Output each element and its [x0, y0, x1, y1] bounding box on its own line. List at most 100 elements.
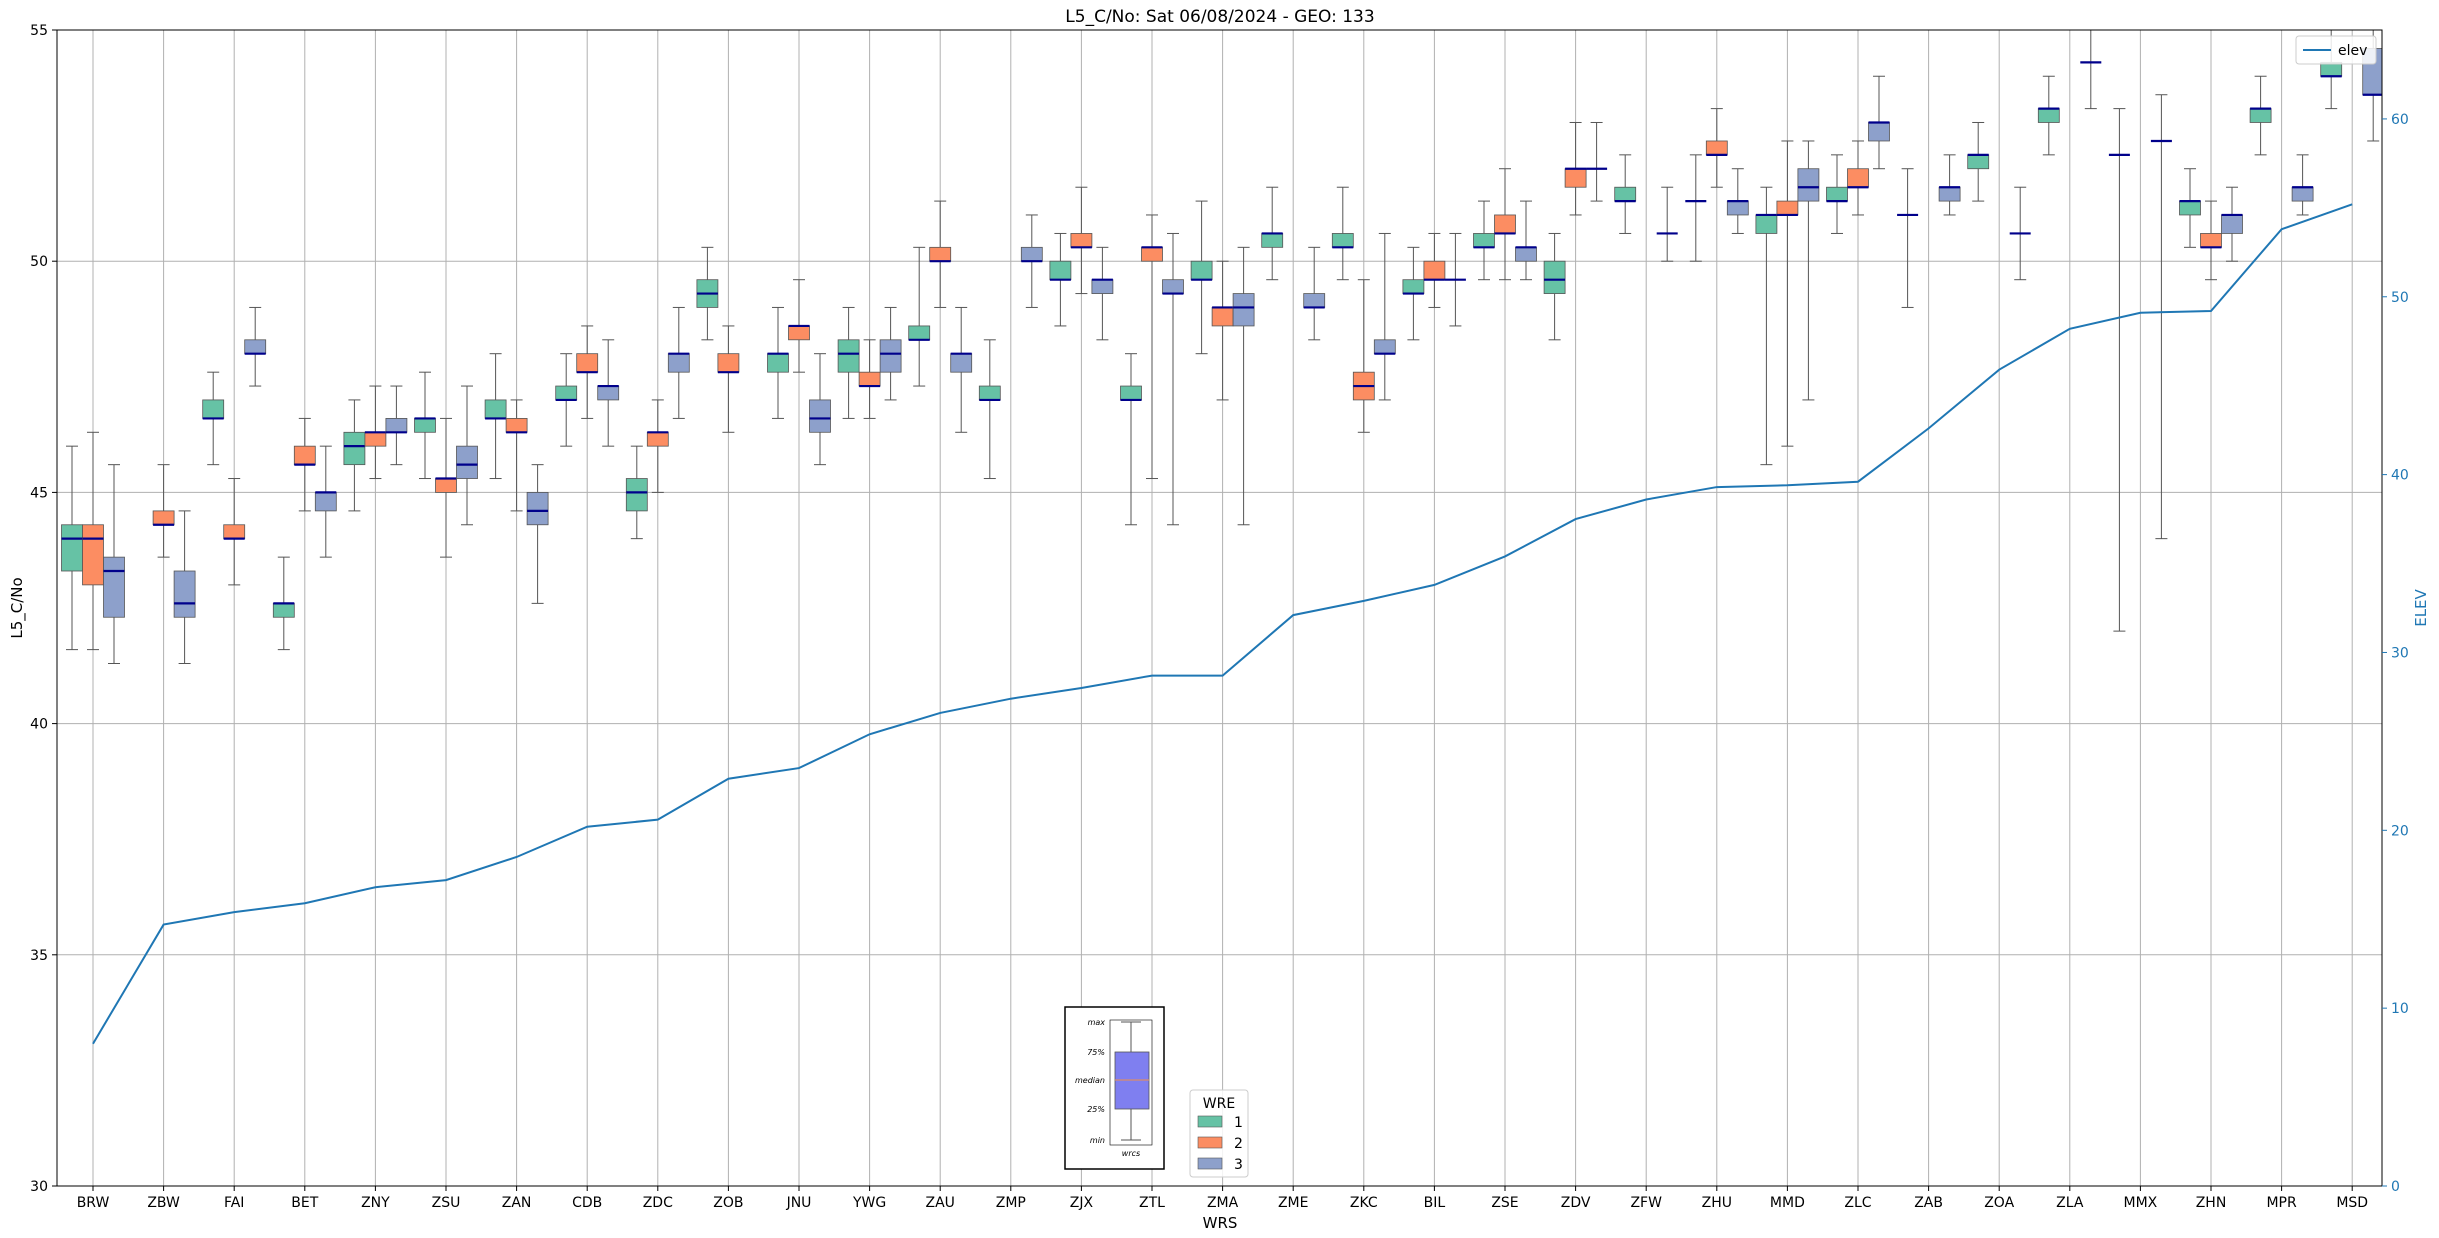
box-wre-3	[1656, 186, 1678, 262]
box-wre-2	[435, 417, 457, 558]
box-iqr	[879, 339, 902, 373]
box-iqr	[667, 353, 690, 373]
box-wre-2	[788, 279, 810, 373]
box-wre-1	[2108, 108, 2130, 632]
box-iqr	[1938, 186, 1961, 202]
box-wre-2	[505, 399, 528, 512]
x-tick-label: ZSE	[1491, 1195, 1518, 1211]
box-wre-2	[858, 339, 881, 419]
box-iqr	[908, 325, 931, 341]
box-wre-1	[978, 339, 1001, 480]
box-wre-3	[1091, 246, 1114, 341]
box-iqr	[1232, 293, 1255, 327]
box-wre-2	[1141, 214, 1163, 480]
box-wre-1	[1755, 186, 1778, 466]
box-wre-3	[1162, 232, 1184, 526]
box-wre-1	[908, 246, 931, 387]
box-iqr	[1515, 246, 1537, 262]
box-wre-2	[1847, 140, 1869, 216]
inset-label-max: max	[1088, 1018, 1106, 1027]
box-iqr	[788, 325, 810, 341]
box-wre-2	[1564, 121, 1587, 216]
x-tick-label: ZFW	[1630, 1195, 1662, 1211]
box-iqr	[1826, 186, 1848, 202]
box-iqr	[364, 431, 387, 447]
x-tick-labels: BRW ZBW FAI BET ZNY ZSU ZAN CDB ZDC ZOB JNU YWG ZAU Z…	[77, 1186, 2368, 1211]
box-wre-1	[414, 371, 436, 480]
wre-legend-swatch	[1197, 1157, 1223, 1170]
box-iqr	[152, 510, 175, 526]
x-tick-label: FAI	[224, 1195, 244, 1211]
box-wre-2	[646, 399, 669, 493]
chart-title: L5_C/No: Sat 06/08/2024 - GEO: 133	[1065, 7, 1374, 27]
x-tick-label: MPR	[2266, 1195, 2297, 1211]
box-iqr	[1091, 279, 1114, 294]
x-tick-label: MSD	[2336, 1195, 2368, 1211]
box-iqr	[576, 353, 599, 373]
box-iqr	[1120, 385, 1142, 401]
box-wre-3	[173, 510, 196, 664]
x-tick-label: ZNY	[361, 1195, 390, 1211]
x-tick-label: ZAB	[1914, 1195, 1943, 1211]
box-iqr	[929, 246, 952, 262]
x-tick-label: ZME	[1278, 1195, 1309, 1211]
box-wre-2	[293, 417, 316, 512]
box-iqr	[625, 478, 648, 512]
x-tick-label: ZLA	[2056, 1195, 2084, 1211]
box-wre-3	[1938, 154, 1961, 216]
box-wre-1	[837, 306, 860, 419]
box-iqr	[717, 353, 740, 373]
box-iqr	[1020, 246, 1043, 262]
box-iqr	[978, 385, 1001, 401]
y-right-tick-label: 0	[2391, 1179, 2400, 1195]
box-wre-3	[667, 306, 690, 419]
box-iqr	[1141, 246, 1163, 262]
x-tick-label: ZOB	[713, 1195, 743, 1211]
x-tick-label: MMD	[1770, 1195, 1805, 1211]
box-iqr	[103, 556, 125, 618]
box-wre-2	[1211, 260, 1234, 401]
box-wre-1	[2037, 75, 2060, 156]
box-iqr	[293, 445, 316, 466]
x-tick-label: ZKC	[1350, 1195, 1378, 1211]
box-iqr	[1402, 279, 1425, 294]
x-tick-label: JNU	[786, 1195, 812, 1211]
box-iqr	[1776, 200, 1799, 216]
box-wre-3	[456, 385, 478, 526]
box-iqr	[1726, 200, 1749, 216]
box-wre-1	[484, 353, 507, 480]
box-iqr	[1373, 339, 1396, 355]
box-wre-3	[314, 445, 337, 558]
box-iqr	[223, 524, 246, 540]
inset-label-q1: 25%	[1087, 1105, 1105, 1114]
box-iqr	[1162, 279, 1184, 294]
box-iqr	[809, 399, 831, 433]
box-iqr	[1190, 260, 1213, 281]
x-tick-label: ZDV	[1561, 1195, 1591, 1211]
box-wre-3	[809, 353, 831, 466]
box-iqr	[1303, 293, 1326, 308]
box-wre-1	[61, 445, 83, 651]
box-iqr	[82, 524, 104, 586]
box-iqr	[173, 570, 196, 618]
box-wre-1	[202, 371, 225, 466]
y-right-tick-labels: 0 10 20 30 40 50 60	[2382, 112, 2409, 1195]
box-wre-1	[1190, 200, 1213, 355]
elev-legend-label: elev	[2338, 43, 2367, 59]
box-iqr	[1847, 168, 1869, 188]
box-wre-2	[82, 431, 104, 651]
box-iqr	[414, 418, 436, 433]
x-tick-label: ZBW	[147, 1195, 180, 1211]
box-iqr	[1473, 233, 1495, 248]
box-iqr	[314, 491, 337, 512]
box-wre-1	[2179, 168, 2201, 248]
box-wre-2	[929, 200, 952, 308]
plot-frame	[56, 29, 2383, 1187]
box-iqr	[202, 399, 225, 419]
box-wre-3	[1868, 75, 1890, 170]
inset-label-q3: 75%	[1087, 1048, 1105, 1057]
box-wre-1	[555, 353, 578, 447]
elev-legend: elev	[2295, 35, 2377, 65]
box-anatomy-inset: max 75% median 25% min wrcs	[1064, 1006, 1165, 1170]
